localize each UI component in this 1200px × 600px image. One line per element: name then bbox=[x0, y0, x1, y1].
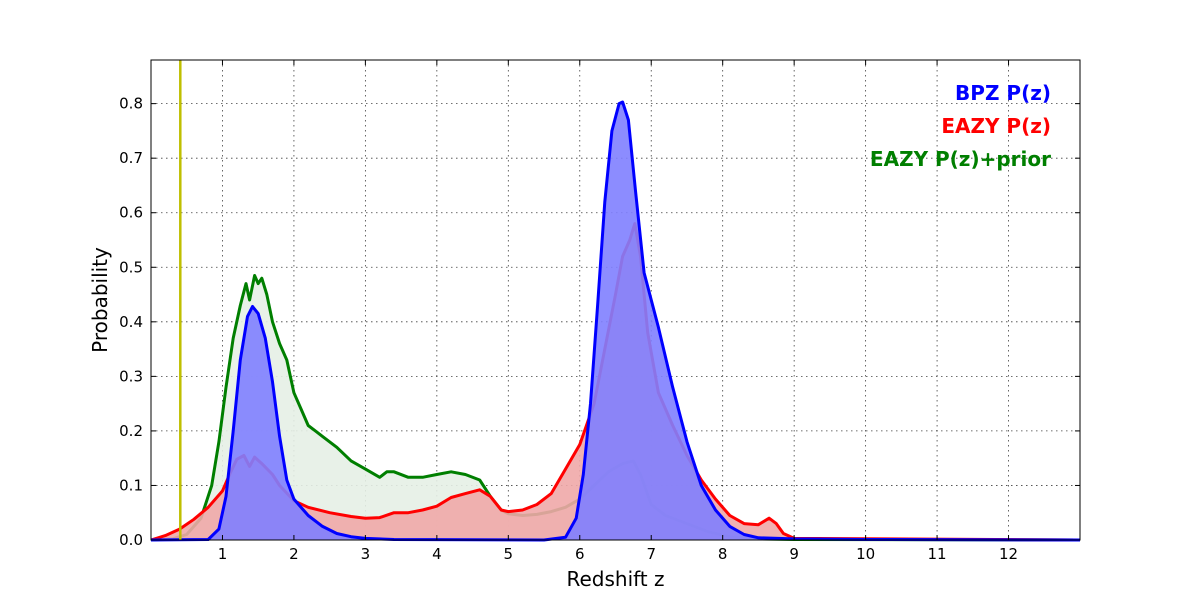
x-tick-label: 5 bbox=[504, 545, 514, 563]
x-tick-label: 7 bbox=[646, 545, 656, 563]
grid bbox=[151, 60, 1080, 541]
y-tick-label: 0.2 bbox=[119, 422, 143, 440]
y-tick-label: 0.8 bbox=[119, 95, 143, 113]
y-tick-label: 0.7 bbox=[119, 149, 143, 167]
x-tick-label: 12 bbox=[999, 545, 1018, 563]
plot-frame bbox=[150, 59, 1081, 541]
x-tick-label: 6 bbox=[575, 545, 585, 563]
x-tick-label: 3 bbox=[361, 545, 371, 563]
series-line-bpz-p-z bbox=[150, 100, 1081, 542]
x-tick-label: 11 bbox=[928, 545, 947, 563]
y-tick-label: 0.4 bbox=[119, 313, 143, 331]
x-tick-label: 1 bbox=[218, 545, 228, 563]
x-tick-label: 2 bbox=[289, 545, 299, 563]
legend-entry: EAZY P(z) bbox=[941, 114, 1051, 138]
legend-entry: EAZY P(z)+prior bbox=[870, 147, 1051, 171]
y-axis-label: Probability bbox=[88, 247, 112, 353]
x-tick-label: 8 bbox=[718, 545, 728, 563]
legend: BPZ P(z) EAZY P(z) EAZY P(z)+prior bbox=[870, 81, 1051, 171]
x-tick-label: 4 bbox=[432, 545, 442, 563]
axis-ticks: 1 2 3 4 5 6 7 8 9 10 11 120.00.10.20.30.40.50.60.70… bbox=[119, 60, 1080, 563]
y-tick-label: 0.1 bbox=[119, 476, 143, 494]
x-axis-label: Redshift z bbox=[566, 567, 664, 591]
y-tick-label: 0.6 bbox=[119, 204, 143, 222]
series-layer bbox=[150, 100, 1081, 542]
x-tick-label: 9 bbox=[789, 545, 799, 563]
legend-entry: BPZ P(z) bbox=[955, 81, 1051, 105]
y-tick-label: 0.5 bbox=[119, 258, 143, 276]
x-tick-label: 10 bbox=[856, 545, 875, 563]
y-tick-label: 0.0 bbox=[119, 531, 143, 549]
series-area-bpz-p-z bbox=[151, 102, 1080, 540]
y-tick-label: 0.3 bbox=[119, 367, 143, 385]
